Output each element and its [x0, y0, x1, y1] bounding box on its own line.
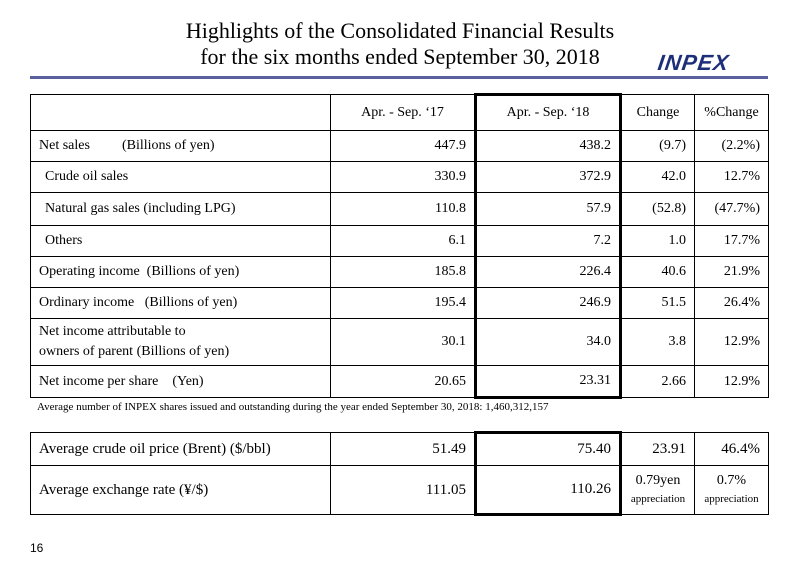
cell-value: (47.7%) — [694, 192, 769, 226]
header-2017: Apr. - Sep. ‘17 — [330, 94, 476, 131]
title-line-2: for the six months ended September 30, 2… — [200, 44, 600, 69]
cell-value: 1.0 — [620, 225, 695, 257]
title-line-1: Highlights of the Consolidated Financial… — [185, 18, 615, 43]
cell-value: 7.2 — [474, 225, 622, 257]
cell-value: 40.6 — [620, 256, 695, 288]
cell-value: 51.49 — [330, 432, 476, 466]
row-label-net-income: Net income attributable to owners of par… — [30, 318, 331, 366]
fx-pct-value: 0.7% — [716, 473, 747, 488]
cell-value: 12.7% — [694, 161, 769, 193]
cell-value: 21.9% — [694, 256, 769, 288]
cell-value: 2.66 — [620, 365, 695, 398]
cell-value: 447.9 — [330, 130, 476, 162]
page-number: 16 — [30, 541, 44, 555]
cell-value: 110.8 — [330, 192, 476, 226]
cell-value: 75.40 — [474, 431, 622, 466]
shares-note: Average number of INPEX shares issued an… — [37, 401, 549, 413]
header-pct-change: %Change — [694, 94, 769, 131]
cell-value: 372.9 — [474, 161, 622, 193]
cell-value: 12.9% — [694, 318, 769, 366]
cell-value: 23.91 — [620, 432, 695, 466]
table-row: Operating income (Billions of yen) 185.8… — [30, 256, 769, 288]
row-label-crude: Crude oil sales — [30, 161, 331, 193]
cell-value: 30.1 — [330, 318, 476, 366]
table-row: Crude oil sales 330.9 372.9 42.0 12.7% — [30, 161, 769, 193]
header-change: Change — [620, 94, 695, 131]
market-table: Average crude oil price (Brent) ($/bbl) … — [30, 431, 769, 516]
cell-value: 195.4 — [330, 287, 476, 319]
table-row: Others 6.1 7.2 1.0 17.7% — [30, 225, 769, 257]
cell-value: 6.1 — [330, 225, 476, 257]
table-row: Net income attributable to owners of par… — [30, 318, 769, 366]
cell-value: 51.5 — [620, 287, 695, 319]
cell-value: 438.2 — [474, 130, 622, 162]
cell-value: 23.31 — [474, 365, 622, 399]
net-income-label-line-2: owners of parent (Billions of yen) — [39, 344, 230, 359]
cell-value: (2.2%) — [694, 130, 769, 162]
fx-change-value: 0.79yen — [635, 473, 681, 488]
cell-value: (9.7) — [620, 130, 695, 162]
title-rule — [30, 76, 768, 79]
row-label-eps: Net income per share (Yen) — [30, 365, 331, 398]
cell-value: 246.9 — [474, 287, 622, 319]
row-label-oil-price: Average crude oil price (Brent) ($/bbl) — [30, 432, 331, 466]
cell-value: 226.4 — [474, 256, 622, 288]
row-label-gas: Natural gas sales (including LPG) — [30, 192, 331, 226]
table-row: Ordinary income (Billions of yen) 195.4 … — [30, 287, 769, 319]
results-table: Apr. - Sep. ‘17 Apr. - Sep. ‘18 Change %… — [30, 93, 769, 399]
cell-value: 42.0 — [620, 161, 695, 193]
header-row: Apr. - Sep. ‘17 Apr. - Sep. ‘18 Change %… — [30, 93, 769, 131]
cell-value: (52.8) — [620, 192, 695, 226]
row-label-exchange-rate: Average exchange rate (¥/$) — [30, 465, 331, 515]
cell-value: 111.05 — [330, 465, 476, 515]
row-label-net-sales: Net sales (Billions of yen) — [30, 130, 331, 162]
net-income-label-line-1: Net income attributable to — [39, 324, 186, 339]
table-row: Average exchange rate (¥/$) 111.05 110.2… — [30, 465, 769, 516]
table-row: Natural gas sales (including LPG) 110.8 … — [30, 192, 769, 226]
net-sales-label: Net sales — [39, 138, 90, 153]
table-row: Net income per share (Yen) 20.65 23.31 2… — [30, 365, 769, 399]
cell-value: 34.0 — [474, 318, 622, 366]
net-sales-unit: (Billions of yen) — [121, 138, 215, 153]
cell-value: 17.7% — [694, 225, 769, 257]
slide-title: Highlights of the Consolidated Financial… — [0, 18, 800, 70]
inpex-logo: INPEX — [656, 50, 731, 75]
table-row: Average crude oil price (Brent) ($/bbl) … — [30, 431, 769, 466]
fx-pct-note: appreciation — [704, 493, 759, 505]
cell-value: 3.8 — [620, 318, 695, 366]
row-label-ordinary: Ordinary income (Billions of yen) — [30, 287, 331, 319]
cell-value: 20.65 — [330, 365, 476, 398]
header-empty — [30, 94, 331, 131]
cell-value: 12.9% — [694, 365, 769, 398]
row-label-operating: Operating income (Billions of yen) — [30, 256, 331, 288]
cell-value: 185.8 — [330, 256, 476, 288]
header-2018: Apr. - Sep. ‘18 — [474, 93, 622, 131]
row-label-others: Others — [30, 225, 331, 257]
cell-fx-pct: 0.7% appreciation — [694, 465, 769, 515]
cell-value: 110.26 — [474, 465, 622, 516]
cell-value: 26.4% — [694, 287, 769, 319]
cell-value: 46.4% — [694, 432, 769, 466]
table-row: Net sales (Billions of yen) 447.9 438.2 (… — [30, 130, 769, 162]
fx-change-note: appreciation — [630, 493, 686, 505]
cell-fx-change: 0.79yen appreciation — [620, 465, 695, 515]
cell-value: 57.9 — [474, 192, 622, 226]
cell-value: 330.9 — [330, 161, 476, 193]
